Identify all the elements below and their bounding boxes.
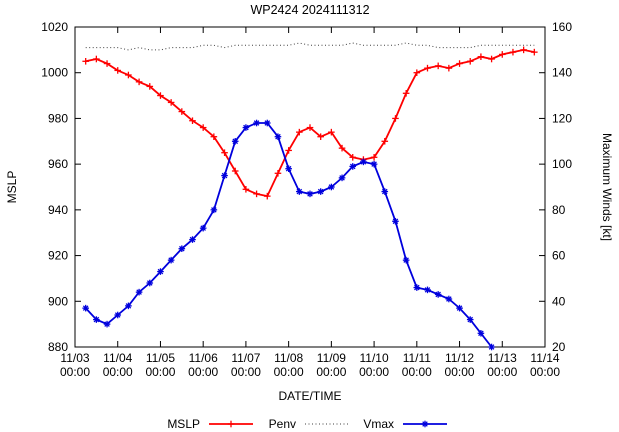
x-tick-label-time: 00:00 — [231, 365, 261, 379]
x-tick-label-date: 11/11 — [403, 351, 432, 365]
x-tick-label-date: 11/13 — [488, 351, 517, 365]
x-tick-label-date: 11/07 — [231, 351, 260, 365]
series-marker-stroke — [446, 296, 452, 302]
y-left-tick-label: 1020 — [41, 20, 68, 34]
x-tick-label-time: 00:00 — [103, 365, 133, 379]
x-tick-label-time: 00:00 — [402, 365, 432, 379]
y-right-tick-label: 60 — [552, 249, 566, 263]
series-marker-stroke — [371, 161, 377, 167]
series-marker-stroke — [146, 280, 153, 286]
series-marker-stroke — [317, 188, 324, 195]
series-marker-stroke — [114, 312, 121, 318]
series-marker-stroke — [424, 287, 431, 293]
x-tick-label-date: 11/05 — [146, 351, 175, 365]
series-marker-stroke — [414, 284, 420, 291]
y-left-tick-label: 960 — [48, 157, 68, 171]
series-marker-stroke — [307, 191, 313, 197]
y-left-tick-label: 940 — [48, 203, 68, 217]
x-tick-label-time: 00:00 — [445, 365, 475, 379]
series-vmax-markers — [82, 119, 495, 351]
y-right-tick-label: 100 — [552, 157, 572, 171]
x-tick-label-time: 00:00 — [316, 365, 346, 379]
series-marker-stroke — [200, 225, 206, 231]
series-marker-stroke — [232, 138, 239, 145]
x-tick-label-date: 11/10 — [360, 351, 389, 365]
series-marker-stroke — [136, 289, 142, 295]
chart-title: WP2424 2024111312 — [250, 3, 369, 17]
y-left-tick-label: 880 — [48, 340, 68, 354]
series-marker-stroke — [478, 330, 484, 337]
series-marker-stroke — [422, 421, 428, 427]
series-marker-stroke — [467, 316, 474, 323]
series-marker-stroke — [211, 207, 217, 213]
y-left-tick-label: 980 — [48, 111, 68, 125]
x-tick-label-date: 11/14 — [530, 351, 559, 365]
series-marker-stroke — [104, 321, 110, 327]
series-marker-stroke — [179, 245, 185, 252]
series-marker-stroke — [296, 188, 303, 195]
y-left-tick-label: 1000 — [41, 66, 68, 80]
x-tick-label-date: 11/08 — [274, 351, 303, 365]
legend-item-penv: Penv — [269, 417, 349, 431]
x-tick-label-time: 00:00 — [188, 365, 218, 379]
series-marker-stroke — [221, 172, 228, 179]
x-tick-label-date: 11/04 — [103, 351, 132, 365]
x-tick-label-date: 11/03 — [60, 351, 89, 365]
series-marker-stroke — [264, 120, 271, 126]
x-tick-label-time: 00:00 — [274, 365, 304, 379]
series-vmax-line — [85, 122, 493, 348]
series-marker-stroke — [403, 257, 409, 263]
y-left-axis-label: MSLP — [5, 171, 19, 204]
series-mslp-line — [85, 48, 535, 198]
y-right-tick-label: 80 — [552, 203, 566, 217]
y-right-tick-label: 40 — [552, 294, 566, 308]
y-left-tick-label: 900 — [48, 294, 68, 308]
legend-label: MSLP — [167, 417, 200, 431]
legend-label: Vmax — [363, 417, 394, 431]
series-marker-stroke — [168, 257, 174, 263]
x-tick-label-time: 00:00 — [487, 365, 517, 379]
plot-border — [74, 26, 546, 348]
y-right-tick-label: 20 — [552, 340, 566, 354]
legend-label: Penv — [269, 417, 296, 431]
series-marker-stroke — [93, 316, 100, 323]
series-marker-stroke — [381, 188, 388, 195]
series-marker-stroke — [339, 175, 345, 181]
series-marker-stroke — [456, 305, 463, 311]
y-left-tick-label: 920 — [48, 249, 68, 263]
series-marker-stroke — [189, 236, 196, 243]
x-axis-label: DATE/TIME — [278, 389, 341, 403]
series-mslp-markers — [82, 46, 538, 200]
series-penv-line — [85, 42, 535, 51]
x-tick-label-date: 11/12 — [445, 351, 474, 365]
series-marker-stroke — [328, 184, 335, 190]
series-marker-stroke — [285, 165, 292, 172]
series-marker-stroke — [157, 268, 164, 275]
plot-generated-content: 11/0300:0011/0400:0011/0500:0011/0600:00… — [41, 20, 572, 431]
legend-item-vmax: Vmax — [363, 417, 447, 431]
series-marker-stroke — [275, 133, 281, 140]
series-marker-stroke — [392, 218, 399, 225]
series-marker-stroke — [360, 159, 367, 165]
x-tick-label-time: 00:00 — [145, 365, 175, 379]
x-tick-label-time: 00:00 — [60, 365, 90, 379]
x-tick-label-date: 11/09 — [317, 351, 346, 365]
series-marker-stroke — [243, 124, 249, 131]
series-marker-stroke — [253, 120, 260, 126]
x-tick-label-time: 00:00 — [359, 365, 389, 379]
x-tick-label-time: 00:00 — [530, 365, 560, 379]
series-marker-stroke — [125, 303, 132, 309]
y-right-axis-label: Maximum Winds [kt] — [600, 133, 614, 241]
x-tick-label-date: 11/06 — [189, 351, 218, 365]
series-marker-stroke — [435, 291, 441, 298]
y-right-tick-label: 160 — [552, 20, 572, 34]
y-right-tick-label: 120 — [552, 111, 572, 125]
series-marker-stroke — [349, 163, 356, 170]
series-marker-stroke — [82, 305, 89, 311]
legend-item-mslp: MSLP — [167, 417, 253, 431]
series-marker-stroke — [488, 344, 495, 350]
y-right-tick-label: 140 — [552, 66, 572, 80]
